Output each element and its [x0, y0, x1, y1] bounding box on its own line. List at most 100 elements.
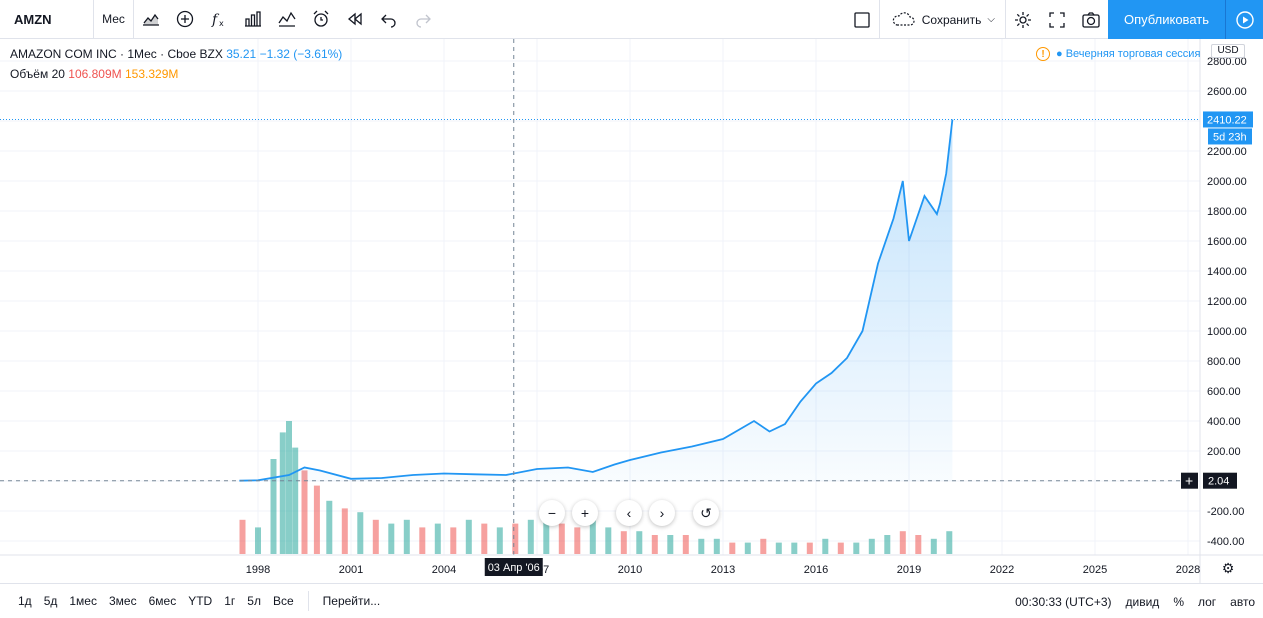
volume-bar: [496, 527, 503, 554]
scroll-left-button[interactable]: ‹: [616, 500, 642, 526]
volume-bar: [698, 538, 705, 554]
volume-bar: [946, 531, 953, 554]
time-tick-label: 2025: [1083, 564, 1107, 576]
layout-square-icon[interactable]: [845, 0, 879, 39]
time-tick-label: 2001: [339, 564, 363, 576]
replay-icon[interactable]: [338, 0, 372, 39]
auto-scale-toggle[interactable]: авто: [1230, 594, 1255, 609]
save-label: Сохранить: [921, 12, 982, 27]
warning-icon: !: [1036, 47, 1050, 61]
volume-bar: [388, 523, 395, 554]
chevron-down-icon: ⌵: [987, 14, 995, 25]
axis-settings-icon[interactable]: ⚙: [1222, 560, 1235, 576]
volume-bar: [301, 470, 308, 554]
reset-chart-button[interactable]: ↺: [693, 500, 719, 526]
volume-bar: [651, 535, 658, 554]
grid: [0, 39, 1200, 555]
camera-icon[interactable]: [1074, 0, 1108, 39]
volume-bar: [884, 535, 891, 554]
crosshair-plus-icon[interactable]: +: [1185, 473, 1193, 489]
chart-type-icon[interactable]: [134, 0, 168, 39]
price-tick-label: -400.00: [1207, 536, 1244, 548]
price-area: [239, 119, 953, 481]
volume-value-a: 106.809M: [68, 67, 122, 81]
interval-button[interactable]: Мес: [94, 0, 134, 39]
time-tick-label: 2016: [804, 564, 828, 576]
compare-add-icon[interactable]: [168, 0, 202, 39]
volume-bar: [589, 519, 596, 554]
volume-bar: [729, 542, 736, 554]
templates-icon[interactable]: [270, 0, 304, 39]
volume-bar: [512, 523, 519, 554]
time-axis: 1998200120042007201020132016201920222025…: [0, 554, 1263, 576]
crosshair-time-label: 03 Апр '06: [484, 558, 543, 576]
volume-bar: [915, 535, 922, 554]
range-buttons: 1д 5д 1мес 3мес 6мес YTD 1г 5л Все: [0, 594, 300, 608]
chevron-right-icon: ›: [659, 505, 665, 521]
range-button[interactable]: Все: [272, 594, 294, 608]
volume-bar: [605, 527, 612, 554]
legend-price: 35.21: [226, 47, 257, 61]
volume-bar: [682, 535, 689, 554]
range-button[interactable]: 5л: [247, 594, 261, 608]
minus-icon: −: [547, 505, 557, 521]
price-tick-label: 1600.00: [1207, 236, 1247, 248]
volume-bar: [292, 447, 299, 554]
volume-bar: [791, 542, 798, 554]
legend-change: −1.32 (−3.61%): [259, 47, 343, 61]
extended-session-indicator[interactable]: ! ● Вечерняя торговая сессия: [1036, 47, 1200, 61]
volume-bar: [868, 538, 875, 554]
save-button[interactable]: Сохранить ⌵: [878, 0, 1006, 39]
fullscreen-icon[interactable]: [1040, 0, 1074, 39]
time-tick-label: 2028: [1176, 564, 1200, 576]
range-button[interactable]: 5д: [43, 594, 58, 608]
adjust-dividends-toggle[interactable]: дивид: [1125, 594, 1160, 609]
volume-bar: [822, 538, 829, 554]
volume-bar: [357, 512, 364, 554]
range-button[interactable]: 3мес: [108, 594, 137, 608]
legend-row-volume: Объём 20 106.809M 153.329M: [10, 67, 342, 81]
volume-bar: [372, 519, 379, 554]
range-button[interactable]: 1д: [18, 594, 32, 608]
volume-bar: [341, 508, 348, 554]
range-button[interactable]: 6мес: [148, 594, 177, 608]
scroll-right-button[interactable]: ›: [649, 500, 675, 526]
goto-date-button[interactable]: Перейти...: [322, 594, 381, 608]
volume-value-b: 153.329M: [124, 67, 179, 81]
plus-icon: +: [580, 505, 590, 521]
alert-clock-icon[interactable]: [304, 0, 338, 39]
range-button[interactable]: 1мес: [69, 594, 97, 608]
crosshair: [0, 39, 1200, 555]
zoom-in-button[interactable]: +: [572, 500, 598, 526]
volume-bar: [255, 527, 261, 554]
volume-bar: [620, 531, 627, 554]
volume-bar: [667, 535, 674, 554]
volume-bar: [775, 542, 782, 554]
session-label: ● Вечерняя торговая сессия: [1056, 48, 1201, 60]
price-chart[interactable]: 2800.002600.002400.002200.002000.001800.…: [0, 39, 1263, 583]
volume-bar: [450, 527, 457, 554]
log-scale-toggle[interactable]: лог: [1197, 594, 1217, 609]
settings-gear-icon[interactable]: [1006, 0, 1040, 39]
redo-icon[interactable]: [406, 0, 440, 39]
clock-time[interactable]: 00:30:33 (UTC+3): [1015, 594, 1112, 609]
volume-bar: [930, 538, 937, 554]
volume-bar: [326, 500, 333, 554]
price-tick-label: 600.00: [1207, 386, 1241, 398]
range-button[interactable]: YTD: [188, 594, 213, 608]
time-tick-label: 1998: [246, 564, 270, 576]
publish-button[interactable]: Опубликовать: [1107, 0, 1225, 39]
undo-icon[interactable]: [372, 0, 406, 39]
currency-badge[interactable]: USD: [1211, 44, 1245, 58]
financials-icon[interactable]: [236, 0, 270, 39]
range-button[interactable]: 1г: [224, 594, 236, 608]
time-tick-label: 2013: [711, 564, 735, 576]
volume-bar: [419, 527, 426, 554]
reset-icon: ↺: [700, 504, 712, 521]
symbol-search[interactable]: AMZN: [0, 0, 94, 39]
volume-bar: [853, 542, 860, 554]
play-icon[interactable]: [1225, 0, 1263, 39]
percent-scale-toggle[interactable]: %: [1173, 594, 1184, 609]
zoom-out-button[interactable]: −: [539, 500, 565, 526]
